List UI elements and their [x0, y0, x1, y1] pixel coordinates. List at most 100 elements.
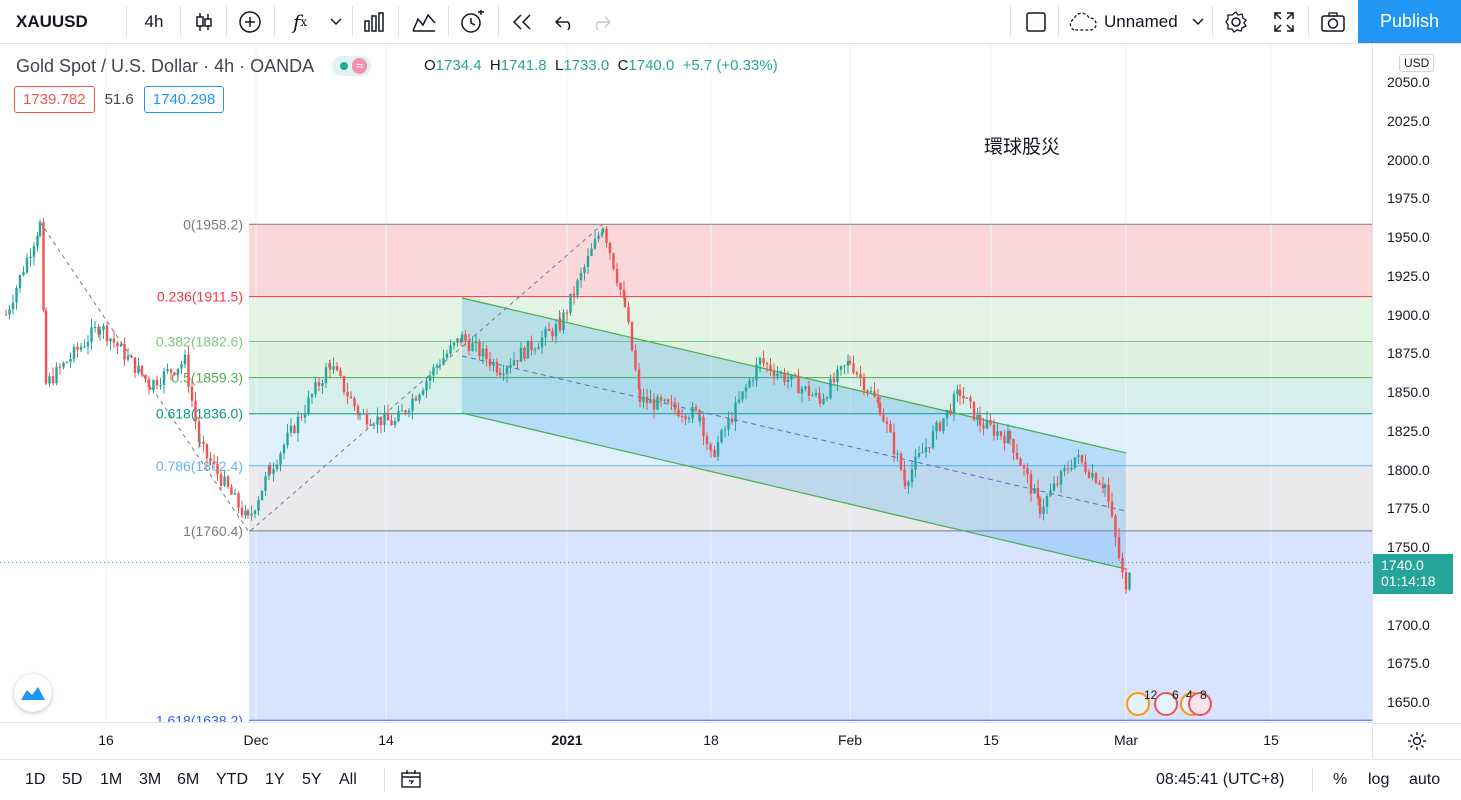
percent-scale-button[interactable]: %	[1333, 771, 1348, 788]
axis-settings-icon[interactable]	[1372, 723, 1461, 758]
log-scale-button[interactable]: log	[1368, 771, 1390, 788]
open-label: O	[424, 57, 436, 74]
candle-body	[709, 449, 713, 451]
candle-body	[176, 368, 180, 375]
candle-body	[1087, 471, 1091, 478]
range-3m-button[interactable]: 3M	[139, 771, 162, 788]
timezone-clock[interactable]: 08:45:41 (UTC+8)	[1156, 771, 1285, 788]
chart-text-annotation[interactable]: 環球股災	[984, 136, 1061, 158]
candle-body	[212, 461, 216, 465]
go-to-date-icon[interactable]	[400, 769, 422, 794]
redo-icon[interactable]	[584, 0, 618, 43]
range-1m-button[interactable]: 1M	[100, 771, 123, 788]
camera-icon[interactable]	[1312, 0, 1354, 43]
candle-body	[97, 326, 100, 335]
layout-name-label: Unnamed	[1104, 11, 1178, 31]
candle-body	[481, 348, 485, 357]
range-all-button[interactable]: All	[339, 771, 357, 788]
settings-icon[interactable]	[1216, 0, 1256, 43]
candle-body	[48, 376, 51, 384]
candle-body	[593, 238, 597, 249]
candle-body	[982, 425, 985, 429]
candle-body	[737, 399, 741, 403]
price-axis[interactable]: USD 2050.0 2025.0 2000.0 1975.0 1950.0 1925.0…	[1372, 44, 1461, 722]
tradingview-logo-icon[interactable]	[14, 674, 52, 712]
candle-body	[533, 349, 537, 351]
chevron-down-icon[interactable]	[324, 0, 348, 43]
candle-body	[751, 380, 755, 382]
parallel-channel[interactable]	[39, 221, 1127, 570]
event-flag-icon[interactable]	[1154, 692, 1178, 716]
range-5d-button[interactable]: 5D	[62, 771, 83, 788]
candle-body	[485, 348, 488, 360]
add-compare-icon[interactable]	[232, 0, 268, 43]
chevron-down-icon[interactable]	[1186, 0, 1210, 43]
candle-body	[376, 416, 379, 425]
candle-body	[1070, 467, 1073, 470]
candle-body	[42, 221, 45, 311]
price-chart[interactable]: 0(1958.2) 0.236(1911.5) 0.382(1882.6) 0.5(1…	[0, 44, 1372, 722]
bar-style-icon[interactable]	[356, 0, 392, 43]
publish-button[interactable]: Publish	[1358, 0, 1461, 43]
symbol-search-button[interactable]: XAUUSD	[6, 0, 136, 43]
currency-label[interactable]: USD	[1399, 54, 1435, 72]
candle-body	[793, 374, 797, 377]
range-6m-button[interactable]: 6M	[177, 771, 200, 788]
close-value: 1740.0	[628, 57, 675, 74]
buy-price-button[interactable]: 1740.298	[143, 86, 225, 113]
channel-fill	[462, 298, 1126, 569]
toolbar-divider	[126, 6, 127, 37]
candle-body	[516, 360, 519, 362]
market-status-icon[interactable]: ≈	[332, 56, 372, 76]
interval-button[interactable]: 4h	[134, 0, 174, 43]
candle-body	[903, 480, 907, 486]
candle-body	[765, 363, 769, 365]
fib-retracement[interactable]: 0(1958.2) 0.236(1911.5) 0.382(1882.6) 0.5(1…	[156, 216, 1372, 722]
candle-body	[942, 418, 945, 431]
range-ytd-button[interactable]: YTD	[216, 771, 248, 788]
undo-icon[interactable]	[548, 0, 582, 43]
candle-body	[386, 413, 390, 421]
low-label: L	[554, 57, 564, 74]
templates-icon[interactable]	[404, 0, 444, 43]
fullscreen-square-icon[interactable]	[1018, 0, 1054, 43]
time-axis[interactable]: 16 Dec 14 2021 18 Feb 15 Mar 15	[0, 722, 1372, 759]
candle-body	[492, 362, 495, 366]
sell-price-button[interactable]: 1739.782	[14, 86, 95, 113]
candle-body	[332, 366, 335, 370]
range-5y-button[interactable]: 5Y	[302, 771, 322, 788]
candle-body	[670, 402, 673, 404]
replay-icon[interactable]	[504, 0, 540, 43]
toolbar-divider	[180, 6, 181, 37]
candle-body	[328, 363, 332, 370]
event-flag-icon[interactable]	[1126, 692, 1150, 716]
candle-body	[407, 410, 411, 413]
candles-icon[interactable]	[186, 0, 222, 43]
price-tick: 1800.0	[1387, 461, 1430, 478]
candle-body	[36, 236, 39, 247]
chart-legend[interactable]: Gold Spot / U.S. Dollar · 4h · OANDA ≈	[16, 53, 372, 79]
fib-band	[249, 224, 1372, 297]
candle-body	[324, 367, 328, 384]
candle-body	[758, 358, 762, 365]
event-flag-icon[interactable]	[1188, 692, 1212, 716]
candle-body	[72, 346, 76, 359]
candle-body	[958, 389, 962, 396]
candle-body	[680, 415, 684, 417]
toolbar-divider	[448, 6, 449, 37]
range-1y-button[interactable]: 1Y	[265, 771, 285, 788]
candle-body	[445, 353, 449, 358]
fullscreen-icon[interactable]	[1264, 0, 1304, 43]
candle-body	[55, 366, 58, 384]
auto-scale-button[interactable]: auto	[1409, 771, 1441, 788]
economic-events[interactable]: 12 6 4 8	[1126, 688, 1216, 718]
layout-name-button[interactable]: Unnamed	[1104, 0, 1194, 43]
candle-body	[166, 369, 169, 372]
candle-body	[38, 221, 42, 237]
candle-body	[1091, 473, 1094, 478]
candle-body	[216, 464, 219, 475]
event-count: 6	[1172, 688, 1179, 702]
alert-icon[interactable]	[452, 0, 492, 43]
range-1d-button[interactable]: 1D	[25, 771, 46, 788]
